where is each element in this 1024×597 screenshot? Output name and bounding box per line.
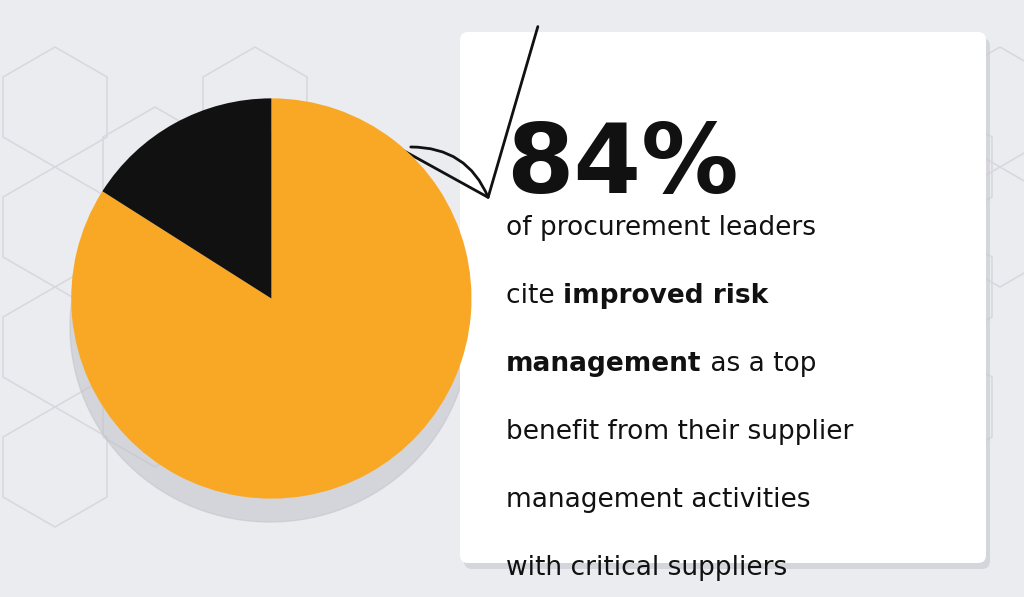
Wedge shape [102, 99, 271, 298]
Text: management: management [506, 351, 701, 377]
Text: management activities: management activities [506, 487, 811, 513]
Text: 84%: 84% [506, 120, 738, 213]
Text: improved risk: improved risk [563, 283, 768, 309]
Text: of procurement leaders: of procurement leaders [506, 215, 816, 241]
Ellipse shape [70, 132, 470, 522]
Text: benefit from their supplier: benefit from their supplier [506, 419, 853, 445]
Wedge shape [72, 99, 471, 498]
FancyBboxPatch shape [460, 32, 986, 563]
Text: cite: cite [506, 283, 563, 309]
Text: as a top: as a top [701, 351, 816, 377]
FancyBboxPatch shape [464, 38, 990, 569]
Text: with critical suppliers: with critical suppliers [506, 555, 787, 581]
